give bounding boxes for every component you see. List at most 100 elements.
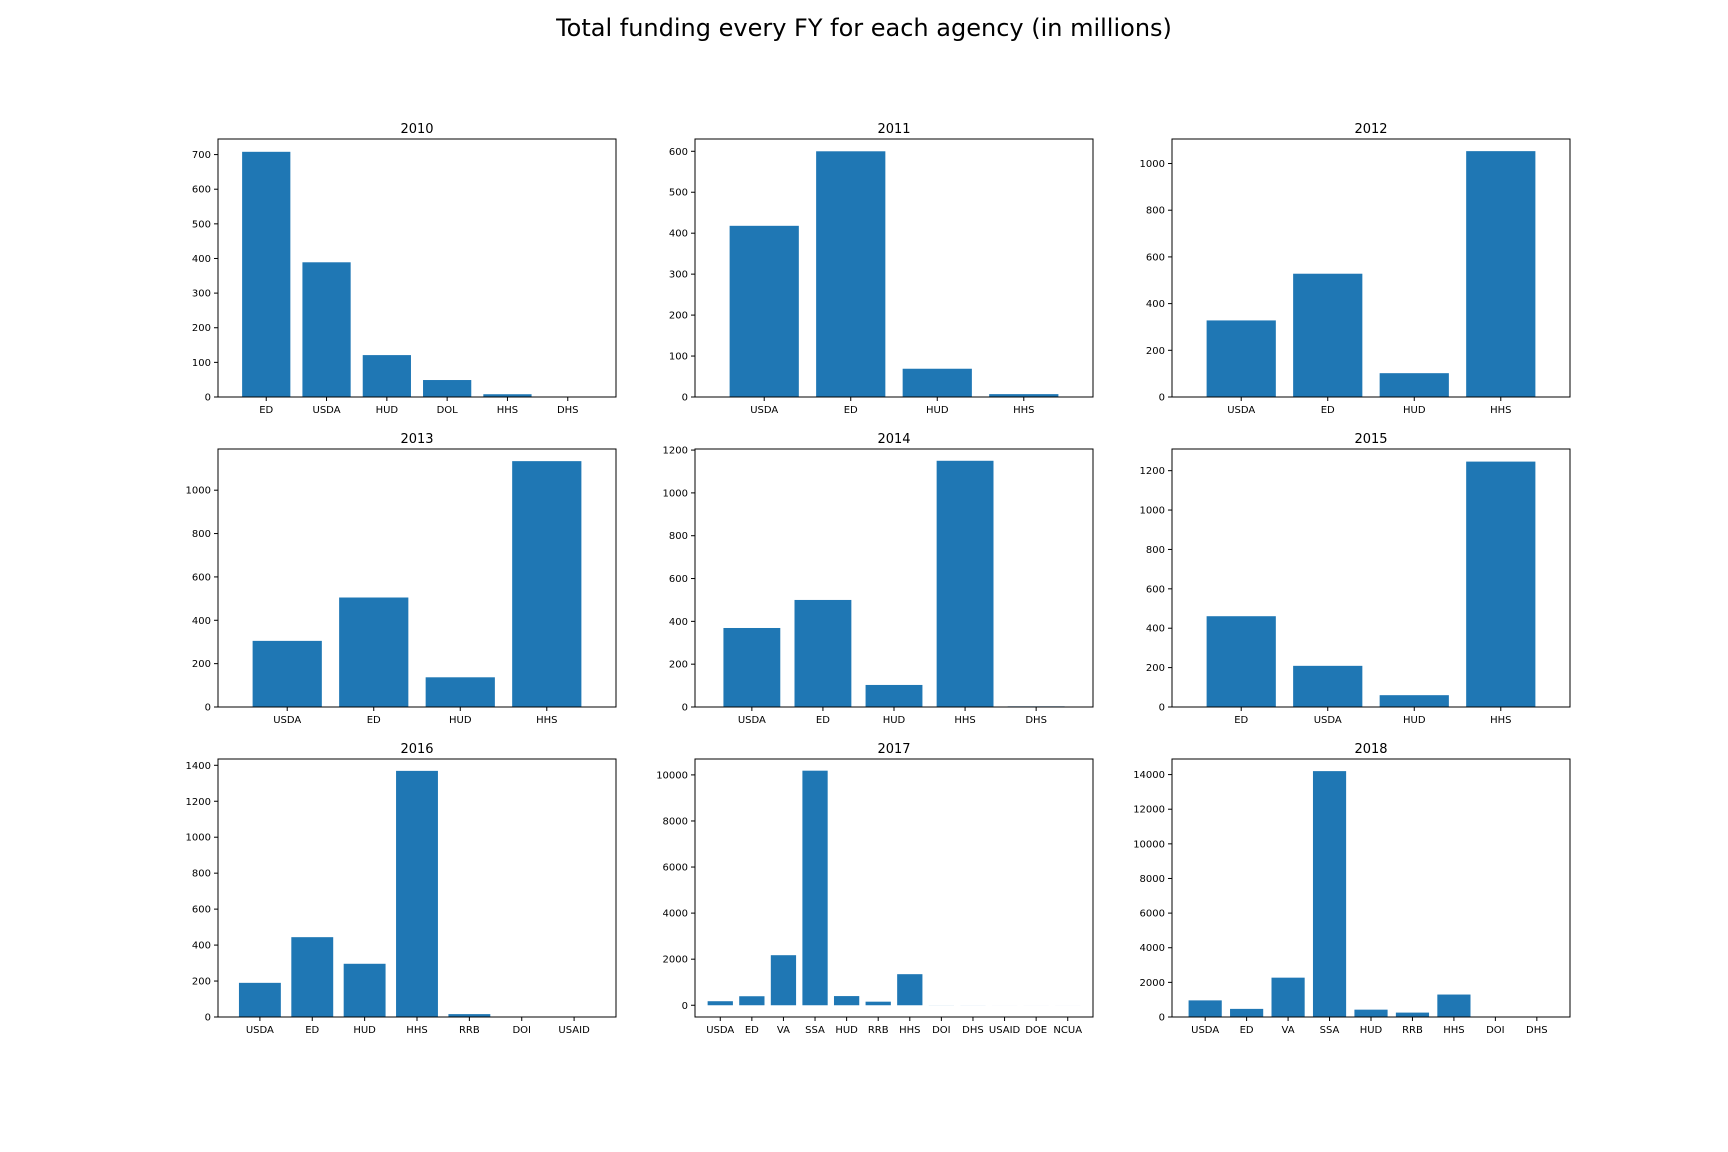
- bar-USDA: [238, 982, 281, 1017]
- bar-RRB: [865, 1001, 891, 1006]
- y-tick-label: 800: [192, 869, 211, 880]
- bar-HHS: [512, 461, 582, 707]
- y-tick-label: 1000: [186, 486, 211, 497]
- x-tick-label: HUD: [1403, 405, 1426, 416]
- x-tick-label: NCUA: [1053, 1025, 1082, 1036]
- x-tick-label: ED: [1234, 715, 1248, 726]
- x-tick-label: HUD: [1403, 715, 1426, 726]
- y-tick-label: 500: [669, 188, 688, 199]
- y-tick-label: 600: [192, 185, 211, 196]
- y-tick-label: 800: [1146, 206, 1165, 217]
- subplot-2016: 2016 0 200 400 600 800 1000 1200 1400 USDA ED HUD HH…: [186, 742, 617, 1036]
- axes-frame: [1171, 758, 1571, 1018]
- y-tick-label: 600: [669, 147, 688, 158]
- bar-HHS: [1466, 151, 1536, 397]
- x-tick-label: ED: [745, 1025, 759, 1036]
- y-tick-label: 200: [1146, 346, 1165, 357]
- y-tick-label: 200: [192, 977, 211, 988]
- bar-ED: [739, 996, 765, 1006]
- bar-RRB: [448, 1014, 491, 1017]
- y-tick-label: 100: [669, 352, 688, 363]
- y-tick-label: 300: [192, 289, 211, 300]
- x-tick-label: HHS: [1490, 715, 1511, 726]
- bar-DOL: [423, 380, 472, 397]
- bar-USDA: [1206, 320, 1276, 397]
- y-tick-label: 6000: [663, 863, 688, 874]
- x-tick-label: USAID: [558, 1025, 590, 1036]
- x-tick-label: HUD: [1360, 1025, 1383, 1036]
- bar-USDA: [1293, 665, 1363, 707]
- x-tick-label: VA: [1282, 1025, 1295, 1036]
- axes-frame: [694, 758, 1094, 1018]
- y-tick-label: 0: [682, 1001, 688, 1012]
- bar-RRB: [1395, 1012, 1430, 1017]
- axes-frame: [217, 448, 617, 708]
- x-tick-label: HHS: [1013, 405, 1034, 416]
- subplot-2011: 2011 0 100 200 300 400 500 600 USDA ED HUD HHS: [669, 122, 1094, 416]
- x-tick-label: ED: [1240, 1025, 1254, 1036]
- x-tick-label: ED: [816, 715, 830, 726]
- subplot-title: 2018: [1354, 742, 1387, 757]
- x-tick-label: HHS: [954, 715, 975, 726]
- subplot-2010: 2010 0 100 200 300 400 500 600 700 ED USDA HUD DOL HH…: [192, 122, 617, 416]
- subplot-2017: 2017 0 2000 4000 6000 8000 10000 USDA ED VA SSA HUD…: [656, 742, 1094, 1036]
- x-tick-label: USDA: [1227, 405, 1255, 416]
- y-tick-label: 0: [1159, 1013, 1165, 1024]
- bar-SSA: [1312, 771, 1347, 1017]
- y-tick-label: 400: [669, 229, 688, 240]
- bar-HHS: [483, 394, 532, 397]
- y-tick-label: 800: [669, 531, 688, 542]
- bar-HHS: [936, 460, 994, 707]
- axes-frame: [217, 138, 617, 398]
- x-tick-label: RRB: [459, 1025, 480, 1036]
- bar-USDA: [252, 640, 322, 707]
- x-tick-label: ED: [259, 405, 273, 416]
- y-tick-label: 400: [669, 617, 688, 628]
- bar-USDA: [723, 627, 781, 707]
- y-tick-label: 4000: [1140, 943, 1165, 954]
- subplot-title: 2012: [1354, 122, 1387, 137]
- bar-HUD: [343, 963, 386, 1017]
- bar-ED: [242, 151, 291, 397]
- subplot-title: 2011: [877, 122, 910, 137]
- y-tick-label: 2000: [663, 955, 688, 966]
- y-tick-label: 0: [1159, 393, 1165, 404]
- x-tick-label: USDA: [750, 405, 778, 416]
- y-tick-label: 600: [192, 572, 211, 583]
- y-tick-label: 0: [205, 703, 211, 714]
- x-tick-label: USDA: [313, 405, 341, 416]
- y-tick-label: 10000: [1133, 839, 1165, 850]
- y-tick-label: 200: [192, 659, 211, 670]
- bar-SSA: [802, 770, 828, 1006]
- y-tick-label: 8000: [1140, 874, 1165, 885]
- bar-HUD: [833, 996, 860, 1006]
- y-tick-label: 200: [669, 311, 688, 322]
- y-tick-label: 1000: [1140, 159, 1165, 170]
- x-tick-label: USDA: [246, 1025, 274, 1036]
- x-tick-label: ED: [844, 405, 858, 416]
- y-tick-label: 1000: [1140, 506, 1165, 517]
- bar-HUD: [425, 677, 495, 707]
- y-tick-label: 2000: [1140, 978, 1165, 989]
- x-tick-label: ED: [305, 1025, 319, 1036]
- x-tick-label: VA: [777, 1025, 790, 1036]
- y-tick-label: 100: [192, 358, 211, 369]
- y-tick-label: 12000: [1133, 805, 1165, 816]
- x-tick-label: ED: [367, 715, 381, 726]
- y-tick-label: 14000: [1133, 770, 1165, 781]
- subplot-title: 2017: [877, 742, 910, 757]
- x-tick-label: HHS: [899, 1025, 920, 1036]
- bar-HUD: [1354, 1009, 1388, 1017]
- y-tick-label: 200: [669, 660, 688, 671]
- y-tick-label: 800: [192, 529, 211, 540]
- x-tick-label: USAID: [989, 1025, 1021, 1036]
- y-tick-label: 1000: [663, 488, 688, 499]
- y-tick-label: 400: [1146, 299, 1165, 310]
- x-tick-label: ED: [1321, 405, 1335, 416]
- subplot-2014: 2014 0 200 400 600 800 1000 1200 USDA ED HUD HHS DHS: [663, 432, 1094, 726]
- y-tick-label: 400: [192, 254, 211, 265]
- bar-VA: [770, 955, 797, 1006]
- bar-HUD: [362, 355, 411, 397]
- bar-USDA: [707, 1001, 733, 1006]
- x-tick-label: DOI: [932, 1025, 951, 1036]
